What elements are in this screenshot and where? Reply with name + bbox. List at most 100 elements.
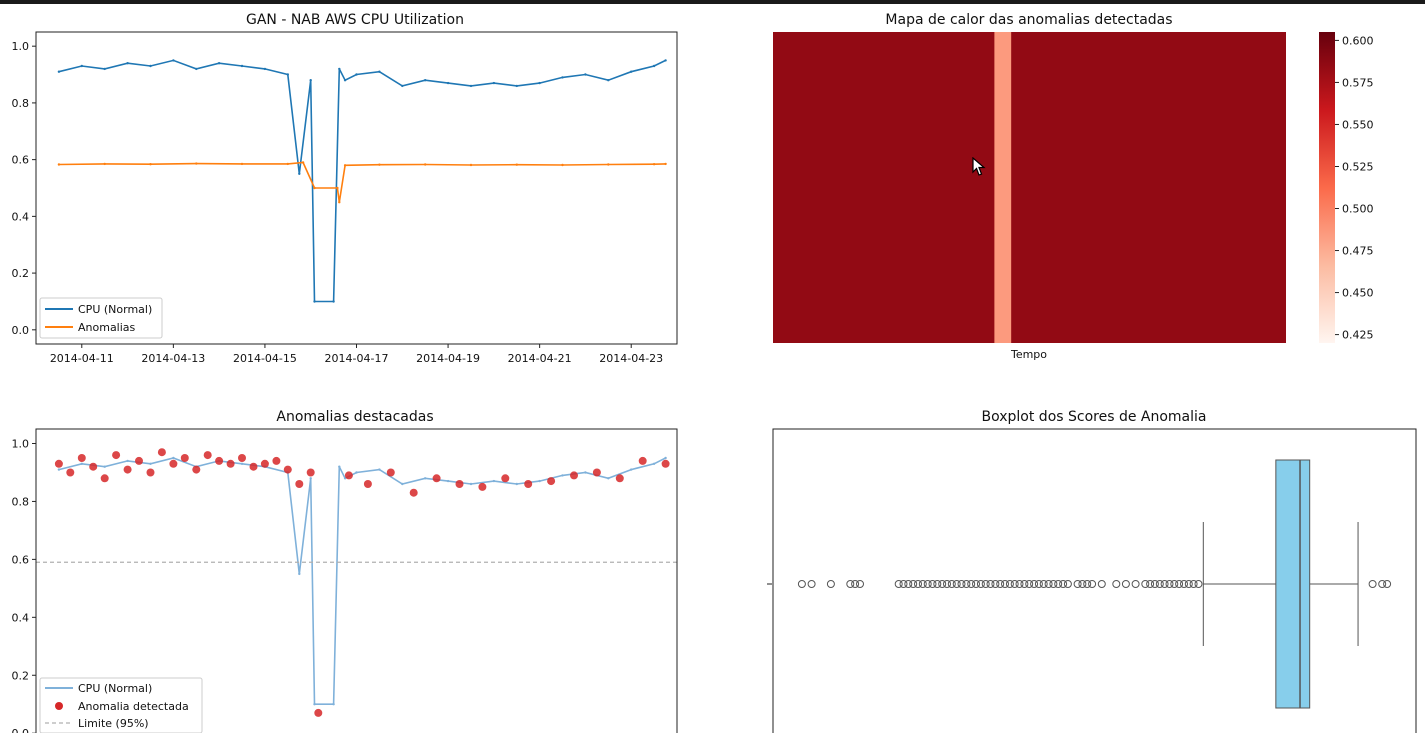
outlier-point: [899, 580, 908, 588]
outlier-point: [797, 580, 806, 588]
data-point: [57, 468, 61, 471]
outlier-point: [957, 580, 966, 588]
data-point: [492, 479, 496, 483]
axes-frame: [35, 31, 678, 345]
data-point: [103, 162, 106, 166]
outlier-point: [846, 580, 855, 588]
legend-label-anomalias: Anomalias: [78, 321, 136, 334]
data-point: [338, 201, 341, 204]
anomaly-point: [524, 480, 533, 488]
data-point: [103, 67, 106, 71]
outlier-point: [1155, 580, 1164, 588]
anomaly-point: [314, 708, 323, 717]
data-point: [469, 84, 473, 88]
data-point: [298, 572, 301, 576]
data-point: [584, 73, 587, 76]
data-point: [332, 300, 335, 303]
outlier-point: [1020, 580, 1029, 588]
data-point: [469, 482, 473, 486]
data-point: [298, 172, 301, 175]
anomaly-point: [192, 465, 201, 474]
data-point: [332, 703, 335, 706]
outlier-point: [1189, 580, 1198, 588]
outlier-point: [1097, 580, 1106, 588]
legend: CPU (Normal) Anomalia detectada Limite (…: [39, 677, 203, 733]
data-point: [309, 79, 312, 82]
y-tick-label: 0.0: [12, 727, 30, 733]
y-tick-label: 0.4: [12, 210, 30, 223]
y-tick-label: 0.8: [12, 97, 30, 110]
outlier-point: [1112, 580, 1121, 588]
data-point: [401, 482, 404, 486]
outlier-point: [1078, 580, 1087, 588]
box-iqr: [1275, 459, 1311, 709]
colorbar-tick-label: 0.475: [1342, 245, 1374, 258]
data-point: [664, 456, 667, 460]
y-tick-label: 0.4: [12, 611, 30, 624]
outlier-point: [1150, 580, 1159, 588]
data-point: [652, 64, 656, 68]
colorbar-tick-label: 0.575: [1342, 76, 1374, 89]
data-point: [149, 462, 152, 465]
outlier-point: [991, 580, 1000, 588]
data-point: [57, 163, 61, 166]
data-point: [378, 70, 381, 73]
outlier-point: [894, 580, 903, 588]
anomaly-point: [226, 459, 235, 468]
data-point: [301, 161, 305, 164]
x-tick-label: 2014-04-17: [325, 352, 389, 365]
data-point: [126, 62, 129, 65]
data-point: [664, 59, 667, 62]
series-line-anomalias: [58, 161, 666, 203]
data-point: [630, 468, 633, 471]
outlier-point: [1015, 580, 1024, 588]
legend-label-cpu: CPU (Normal): [78, 682, 152, 695]
data-point: [338, 465, 341, 468]
anomaly-point: [157, 448, 166, 457]
heatmap-cell-low: [994, 32, 1012, 343]
outlier-point: [1010, 580, 1019, 588]
anomaly-point: [169, 459, 178, 468]
anomaly-point: [54, 459, 63, 468]
outlier-point: [1059, 580, 1068, 588]
anomaly-point: [409, 488, 418, 497]
plot-area: [57, 59, 667, 303]
data-point: [469, 163, 473, 167]
colorbar-tick-label: 0.550: [1342, 118, 1374, 131]
chart-title: Boxplot dos Scores de Anomalia: [982, 409, 1207, 425]
outlier-point: [909, 580, 918, 588]
outlier-point: [1131, 580, 1140, 588]
data-point: [338, 67, 341, 71]
outlier-point: [1194, 580, 1203, 588]
data-point: [343, 79, 347, 82]
anomaly-point: [344, 471, 353, 480]
anomaly-point: [249, 462, 258, 471]
outlier-point: [981, 580, 990, 588]
colorbar-tick-label: 0.450: [1342, 287, 1374, 300]
data-point: [355, 471, 358, 474]
outlier-point: [1088, 580, 1097, 588]
plot-area: [36, 448, 677, 717]
chart-title: Mapa de calor das anomalias detectadas: [885, 12, 1172, 28]
outlier-point: [967, 580, 976, 588]
data-point: [57, 70, 61, 73]
anomaly-point: [283, 465, 292, 474]
data-point: [240, 462, 244, 465]
anomaly-point: [66, 468, 75, 477]
outlier-point: [928, 580, 937, 588]
outlier-point: [1063, 580, 1072, 588]
y-tick-label: 0.6: [12, 553, 30, 566]
anomaly-point: [638, 456, 647, 465]
anomaly-point: [123, 465, 132, 474]
x-tick-label: 2014-04-13: [141, 352, 205, 365]
outlier-point: [1034, 580, 1043, 588]
data-point: [313, 300, 316, 303]
panel-boxplot: Boxplot dos Scores de Anomalia: [767, 409, 1417, 733]
outlier-point: [918, 580, 927, 588]
legend-label-cpu: CPU (Normal): [78, 303, 152, 316]
anomaly-point: [89, 462, 98, 471]
chart-title: Anomalias destacadas: [276, 409, 433, 425]
y-tick-label: 1.0: [12, 437, 30, 450]
outlier-point: [923, 580, 932, 588]
